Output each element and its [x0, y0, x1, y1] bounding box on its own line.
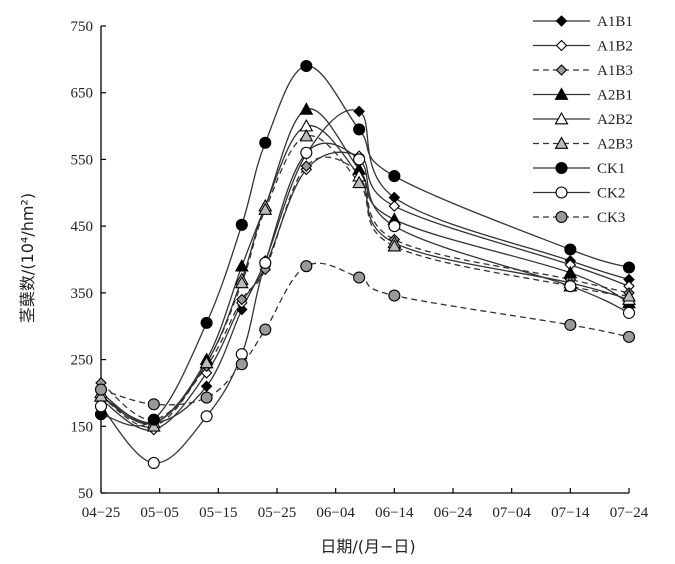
y-tick-label: 550	[71, 152, 94, 168]
data-point-ck2	[259, 256, 272, 269]
data-point-ck3	[564, 318, 577, 331]
data-point-ck2	[94, 400, 108, 413]
x-tick-label: 05−05	[140, 505, 178, 521]
data-point-ck3	[235, 358, 248, 371]
series-line-ck2	[100, 142, 630, 464]
data-point-ck1	[235, 218, 248, 231]
data-point-ck2	[388, 220, 401, 233]
legend-marker-a1b1	[555, 15, 568, 27]
legend-label-ck1: CK1	[597, 161, 625, 177]
data-point-ck3	[353, 271, 366, 284]
data-point-ck1	[353, 123, 366, 136]
series-line-ck3	[100, 262, 630, 406]
series-line-ck1	[100, 65, 630, 427]
legend-label-a1b2: A1B2	[597, 39, 633, 55]
data-point-a2b3	[199, 355, 214, 369]
data-point-ck3	[94, 383, 108, 396]
legend-marker-a1b3	[555, 64, 568, 76]
data-point-a2b3	[299, 128, 314, 142]
x-tick-label: 07−14	[551, 505, 590, 521]
y-tick-label: 350	[71, 286, 94, 302]
y-tick-label: 750	[71, 19, 94, 35]
y-tick-label: 650	[71, 86, 94, 102]
x-tick-label: 05−25	[258, 505, 296, 521]
legend: A1B1 A1B2 A1B3 A2B1 A2B2 A2B3 CK1 CK2 CK3	[533, 14, 633, 226]
x-tick-label: 07−04	[492, 505, 531, 521]
legend-marker-a2b1	[554, 87, 569, 100]
data-point-a2b3	[387, 239, 402, 252]
x-tick-label: 06−14	[375, 505, 414, 521]
legend-marker-ck2	[555, 186, 568, 199]
data-point-ck1	[564, 243, 577, 256]
data-point-a2b1	[234, 259, 249, 272]
data-point-a2b3	[258, 202, 273, 215]
series-line-a1b1	[100, 109, 630, 424]
legend-label-a2b2: A2B2	[597, 112, 633, 128]
series-markers	[94, 59, 636, 470]
legend-label-ck3: CK3	[597, 210, 625, 226]
x-tick-label: 06−24	[434, 505, 473, 521]
data-point-a1b3	[236, 293, 248, 306]
legend-marker-a2b3	[554, 136, 569, 149]
x-tick-label: 06−04	[316, 505, 355, 521]
data-point-ck3	[622, 330, 636, 343]
data-point-ck1	[147, 413, 160, 426]
legend-marker-ck1	[555, 161, 568, 175]
x-axis-title: 日期/(月−日)	[320, 537, 415, 556]
series-line-a2b3	[100, 135, 630, 428]
data-point-a1b2	[388, 200, 401, 212]
data-point-ck1	[622, 261, 636, 274]
legend-label-a1b3: A1B3	[597, 63, 633, 79]
legend-marker-ck3	[555, 210, 568, 224]
data-point-ck2	[235, 348, 248, 361]
data-point-a1b2	[200, 367, 213, 379]
data-point-ck3	[388, 289, 401, 302]
data-point-a2b3	[234, 275, 249, 289]
data-point-a1b1	[200, 380, 213, 393]
axes: 50 150 250 350 450 550 650 750 04−25 05−05 05−15 05…	[71, 19, 649, 521]
series-line-a2b1	[100, 108, 630, 425]
y-axis-title: 茎蘖数/(10⁴/hm²)	[18, 193, 37, 323]
data-point-a2b3	[146, 419, 161, 432]
data-point-ck3	[147, 398, 160, 411]
legend-label-a2b1: A2B1	[597, 88, 633, 104]
data-point-ck1	[259, 136, 272, 149]
data-point-ck1	[300, 59, 313, 73]
x-tick-label: 05−15	[199, 505, 237, 521]
legend-label-a2b3: A2B3	[597, 137, 633, 153]
data-point-ck2	[300, 146, 313, 159]
x-tick-label: 07−24	[610, 505, 649, 521]
y-tick-label: 50	[78, 486, 93, 502]
data-point-a2b3	[622, 289, 636, 302]
y-tick-label: 450	[71, 219, 94, 235]
x-tick-label: 04−25	[82, 505, 120, 521]
data-point-ck2	[353, 153, 366, 166]
data-point-ck3	[300, 260, 313, 273]
data-point-ck2	[147, 456, 160, 470]
y-tick-label: 150	[71, 419, 94, 435]
series-line-a1b2	[100, 151, 630, 431]
data-point-ck3	[259, 323, 272, 336]
y-tick-label: 250	[71, 353, 94, 369]
data-point-a1b1	[353, 105, 365, 118]
data-point-a2b1	[299, 102, 314, 115]
data-point-ck1	[388, 170, 401, 183]
data-point-ck2	[622, 306, 636, 319]
legend-marker-a1b2	[555, 39, 568, 52]
data-point-a1b1	[236, 303, 248, 316]
data-point-a1b3	[300, 160, 313, 172]
data-point-a2b3	[352, 175, 367, 189]
series-lines	[100, 65, 630, 464]
data-point-ck3	[200, 391, 213, 404]
data-point-ck1	[200, 316, 213, 329]
legend-label-a1b1: A1B1	[597, 14, 633, 30]
legend-label-ck2: CK2	[597, 186, 625, 202]
data-point-ck2	[200, 410, 213, 423]
data-point-ck2	[564, 280, 577, 293]
legend-marker-a2b2	[554, 111, 569, 125]
